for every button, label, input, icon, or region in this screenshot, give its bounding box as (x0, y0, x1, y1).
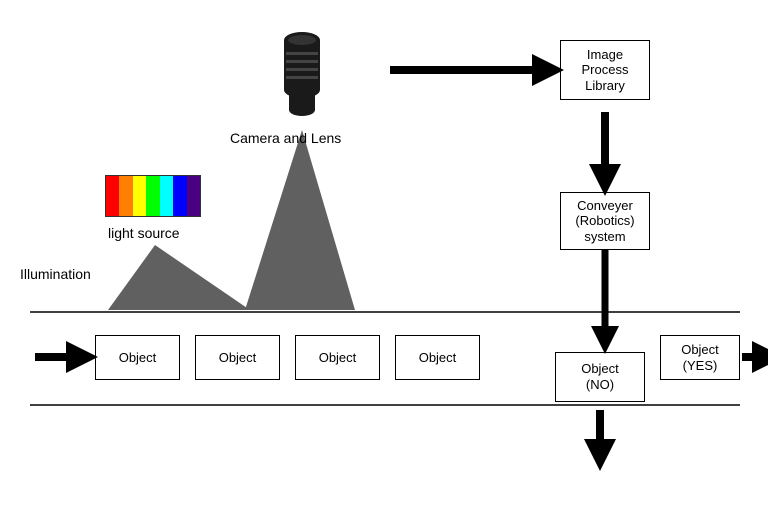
object-box-1: Object (95, 335, 180, 380)
camera-label: Camera and Lens (230, 130, 341, 146)
light-source-spectrum (105, 175, 201, 217)
object-text: Object (319, 350, 357, 366)
object-text: Object (419, 350, 457, 366)
object-no-box: Object(NO) (555, 352, 645, 402)
conveyor-lines (0, 0, 768, 512)
object-box-3: Object (295, 335, 380, 380)
image-process-library-box: ImageProcessLibrary (560, 40, 650, 100)
object-box-2: Object (195, 335, 280, 380)
object-text: Object (219, 350, 257, 366)
object-yes-box: Object(YES) (660, 335, 740, 380)
light-source-label: light source (108, 225, 180, 241)
object-yes-text: Object(YES) (681, 342, 719, 373)
light-cone (0, 0, 768, 512)
conveyer-system-text: Conveyer(Robotics)system (575, 198, 634, 245)
object-box-4: Object (395, 335, 480, 380)
camera-icon (280, 30, 324, 123)
illumination-label: Illumination (20, 266, 91, 282)
image-process-library-text: ImageProcessLibrary (582, 47, 629, 94)
conveyer-system-box: Conveyer(Robotics)system (560, 192, 650, 250)
object-text: Object (119, 350, 157, 366)
arrows-layer (0, 0, 768, 512)
object-no-text: Object(NO) (581, 361, 619, 392)
